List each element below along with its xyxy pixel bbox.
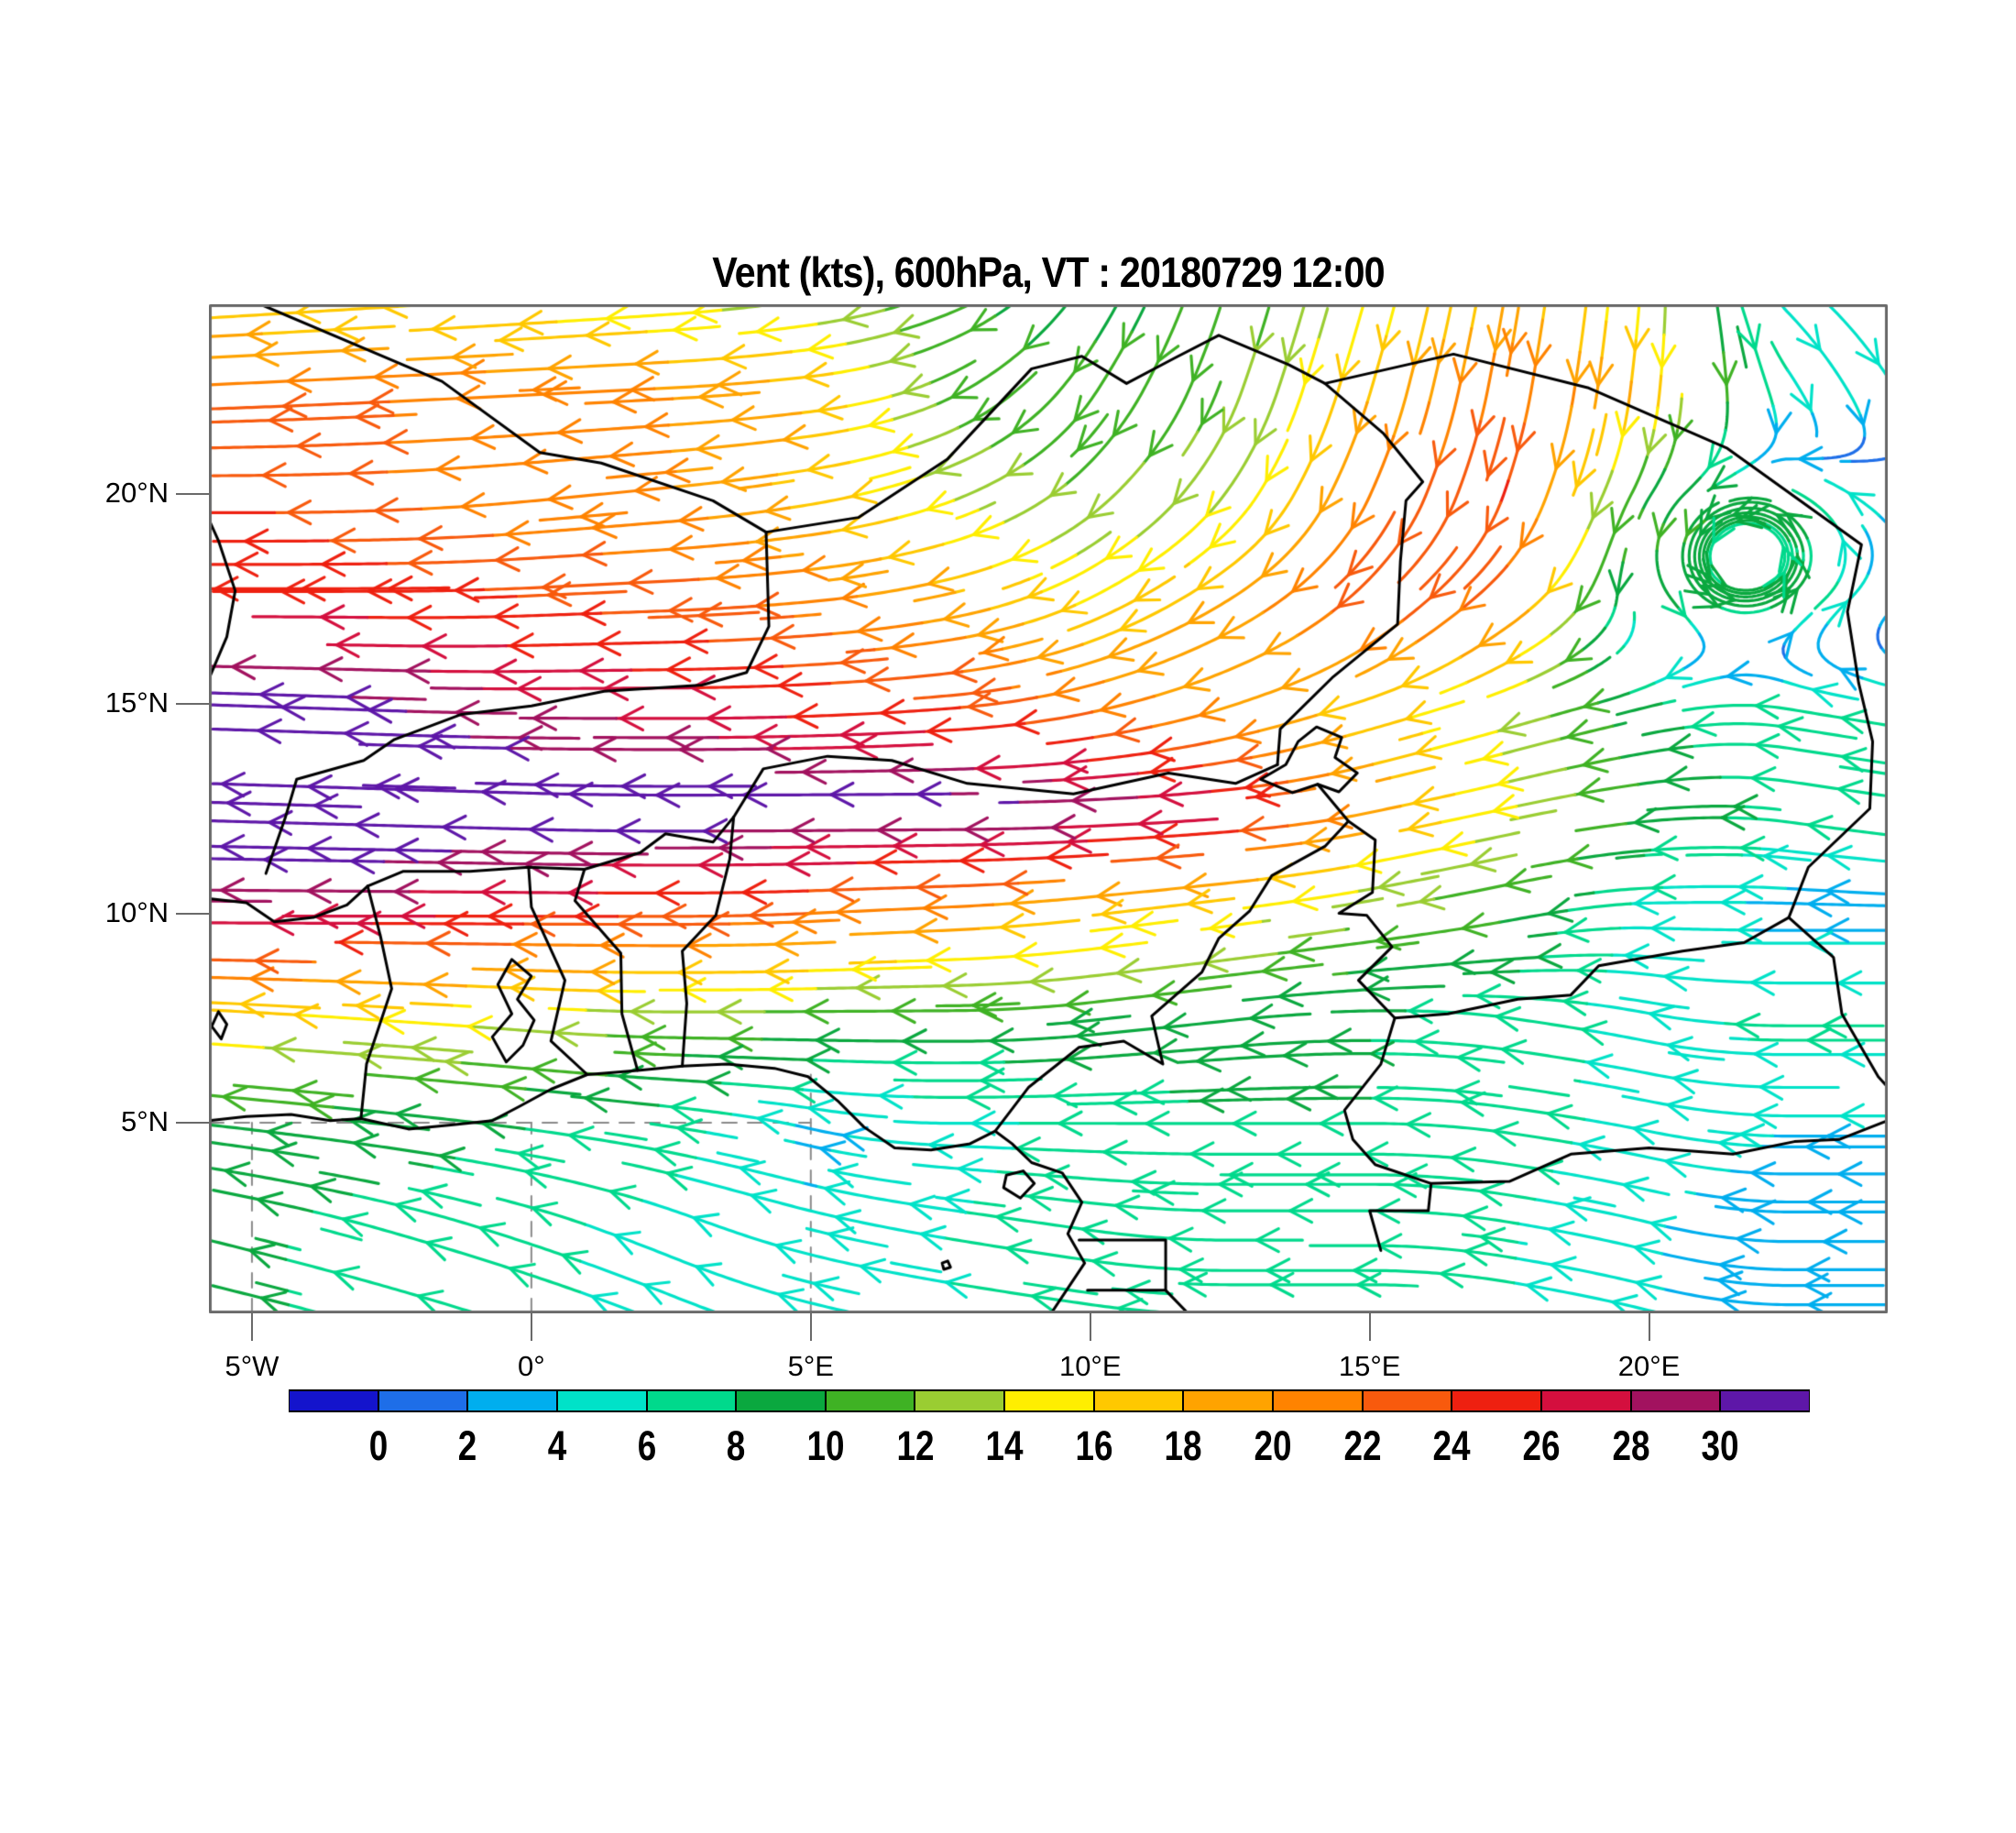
lon-tick-label: 20°E	[1617, 1350, 1681, 1382]
colorbar-tick-label: 18	[1164, 1422, 1202, 1469]
colorbar-tick-label: 28	[1612, 1422, 1650, 1469]
colorbar-tick-label: 4	[547, 1422, 567, 1469]
lat-tick-line	[176, 1122, 209, 1125]
colorbar-segment	[1630, 1389, 1721, 1412]
colorbar-segment	[556, 1389, 647, 1412]
wind-streamline-map-canvas	[209, 304, 1888, 1313]
lon-tick-label: 5°W	[225, 1350, 279, 1382]
colorbar-segment	[1183, 1389, 1274, 1412]
colorbar-segment	[378, 1389, 468, 1412]
lat-tick-line	[176, 912, 209, 915]
lat-tick-label: 15°N	[104, 686, 169, 719]
colorbar-tick-label: 22	[1343, 1422, 1382, 1469]
colorbar-tick-label: 26	[1522, 1422, 1561, 1469]
lat-tick-label: 20°N	[104, 477, 169, 510]
colorbar-tick-label: 16	[1075, 1422, 1113, 1469]
colorbar-segment	[736, 1389, 826, 1412]
lon-tick-line	[250, 1313, 253, 1341]
colorbar-segment	[825, 1389, 915, 1412]
colorbar-segment	[1362, 1389, 1452, 1412]
colorbar-tick-label: 20	[1254, 1422, 1292, 1469]
colorbar-tick-label: 10	[806, 1422, 845, 1469]
lat-tick-label: 5°N	[120, 1105, 169, 1138]
lon-tick-label: 5°E	[787, 1350, 834, 1382]
lon-tick-line	[1648, 1313, 1650, 1341]
colorbar-segment	[467, 1389, 557, 1412]
lon-tick-line	[1368, 1313, 1371, 1341]
colorbar-tick-label: 14	[985, 1422, 1024, 1469]
lat-tick-label: 10°N	[104, 895, 169, 928]
colorbar-tick-label: 30	[1701, 1422, 1739, 1469]
lon-tick-label: 10°E	[1058, 1350, 1122, 1382]
colorbar-segment	[1093, 1389, 1184, 1412]
colorbar-segment	[1720, 1389, 1810, 1412]
plot-title: Vent (kts), 600hPa, VT : 20180729 12:00	[712, 248, 1385, 296]
lon-tick-line	[809, 1313, 812, 1341]
colorbar-tick-label: 0	[368, 1422, 388, 1469]
colorbar-segment	[1452, 1389, 1541, 1412]
colorbar-segment	[1004, 1389, 1094, 1412]
colorbar-tick-label: 24	[1432, 1422, 1471, 1469]
lon-tick-line	[1089, 1313, 1091, 1341]
lat-tick-line	[176, 703, 209, 705]
colorbar-tick-label: 8	[726, 1422, 746, 1469]
lon-tick-label: 0°	[518, 1350, 545, 1382]
wind-speed-colorbar	[289, 1389, 1810, 1412]
colorbar-segment	[1273, 1389, 1363, 1412]
lon-tick-line	[530, 1313, 532, 1341]
lat-tick-line	[176, 493, 209, 496]
colorbar-segment	[646, 1389, 737, 1412]
colorbar-segment	[1540, 1389, 1631, 1412]
colorbar-tick-label: 2	[458, 1422, 477, 1469]
colorbar-segment	[915, 1389, 1005, 1412]
colorbar-segment	[289, 1389, 378, 1412]
colorbar-tick-label: 6	[637, 1422, 656, 1469]
lon-tick-label: 15°E	[1338, 1350, 1401, 1382]
colorbar-tick-label: 12	[895, 1422, 935, 1469]
